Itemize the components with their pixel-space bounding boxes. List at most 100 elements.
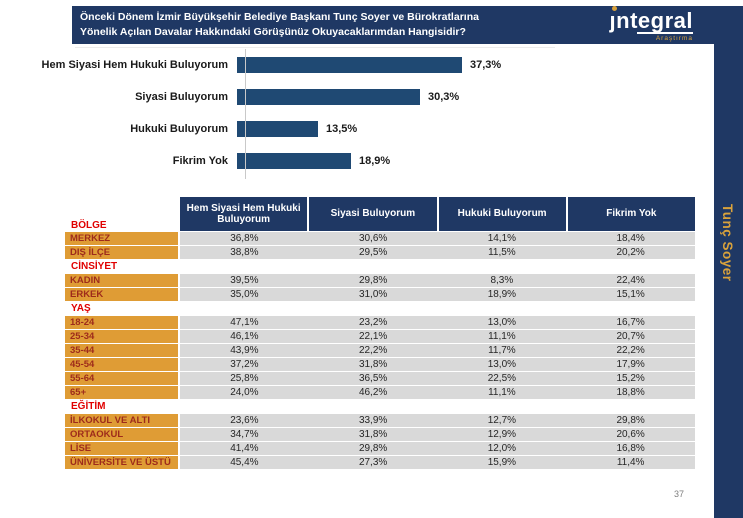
row-values: 45,4% 27,3% 15,9% 11,4% bbox=[180, 456, 695, 469]
row-values: 38,8% 29,5% 11,5% 20,2% bbox=[180, 246, 695, 259]
table-row: ERKEK 35,0% 31,0% 18,9% 15,1% bbox=[65, 288, 695, 301]
chart-row: Hukuki Buluyorum 13,5% bbox=[0, 113, 570, 145]
row-values: 47,1% 23,2% 13,0% 16,7% bbox=[180, 316, 695, 329]
column-header: Hukuki Buluyorum bbox=[438, 197, 566, 231]
cell-value: 29,8% bbox=[358, 275, 388, 286]
cell-value: 16,8% bbox=[616, 443, 645, 454]
table-row: DIŞ İLÇE 38,8% 29,5% 11,5% 20,2% bbox=[65, 246, 695, 259]
table-row: 65+ 24,0% 46,2% 11,1% 18,8% bbox=[65, 386, 695, 399]
cell-value: 12,7% bbox=[487, 415, 517, 426]
cell-value: 11,7% bbox=[488, 345, 516, 356]
row-values: 43,9% 22,2% 11,7% 22,2% bbox=[180, 344, 695, 357]
chart-bar bbox=[237, 89, 420, 105]
cell-value: 27,3% bbox=[358, 457, 388, 468]
cell-value: 31,0% bbox=[358, 289, 388, 300]
table-header-cells: Hem Siyasi Hem Hukuki Buluyorum Siyasi Bu… bbox=[180, 197, 695, 231]
chart-category-label: Hukuki Buluyorum bbox=[130, 123, 228, 135]
table-row: İLKOKUL VE ALTI 23,6% 33,9% 12,7% 29,8% bbox=[65, 414, 695, 427]
row-label: 35-44 bbox=[65, 344, 178, 357]
table-row: 55-64 25,8% 36,5% 22,5% 15,2% bbox=[65, 372, 695, 385]
table-row: ORTAOKUL 34,7% 31,8% 12,9% 20,6% bbox=[65, 428, 695, 441]
row-label: 45-54 bbox=[65, 358, 178, 371]
logo-subtitle: Araştırma bbox=[655, 35, 693, 42]
table-section-row: EĞİTİM bbox=[65, 400, 695, 413]
chart-category-label: Hem Siyasi Hem Hukuki Buluyorum bbox=[41, 59, 228, 71]
row-label: MERKEZ bbox=[65, 232, 178, 245]
table-section-row: CİNSİYET bbox=[65, 260, 695, 273]
row-label: 65+ bbox=[65, 386, 178, 399]
row-values: 25,8% 36,5% 22,5% 15,2% bbox=[180, 372, 695, 385]
cell-value: 29,8% bbox=[616, 415, 645, 426]
demographic-table: BÖLGE Hem Siyasi Hem Hukuki Buluyorum Siya… bbox=[65, 197, 695, 470]
cell-value: 22,4% bbox=[616, 275, 645, 286]
cell-value: 47,1% bbox=[230, 317, 259, 328]
chart-category-label: Siyasi Buluyorum bbox=[135, 91, 228, 103]
section-title: YAŞ bbox=[71, 303, 91, 314]
table-row: KADIN 39,5% 29,8% 8,3% 22,4% bbox=[65, 274, 695, 287]
section-title: EĞİTİM bbox=[71, 401, 106, 412]
cell-value: 13,0% bbox=[487, 359, 517, 370]
table-header-row: BÖLGE Hem Siyasi Hem Hukuki Buluyorum Siya… bbox=[65, 197, 695, 231]
slide-question-line1: Önceki Dönem İzmir Büyükşehir Belediye B… bbox=[80, 11, 479, 23]
row-label: ERKEK bbox=[65, 288, 178, 301]
integral-logo-wordmark: jntegral bbox=[595, 6, 693, 34]
row-values: 39,5% 29,8% 8,3% 22,4% bbox=[180, 274, 695, 287]
row-label: ORTAOKUL bbox=[65, 428, 178, 441]
cell-value: 20,6% bbox=[616, 429, 645, 440]
cell-value: 17,9% bbox=[616, 359, 645, 370]
row-label: 18-24 bbox=[65, 316, 178, 329]
chart-top-divider bbox=[75, 47, 555, 48]
row-values: 41,4% 29,8% 12,0% 16,8% bbox=[180, 442, 695, 455]
table-row: LİSE 41,4% 29,8% 12,0% 16,8% bbox=[65, 442, 695, 455]
cell-value: 22,1% bbox=[358, 331, 388, 342]
table-row: 18-24 47,1% 23,2% 13,0% 16,7% bbox=[65, 316, 695, 329]
cell-value: 24,0% bbox=[230, 387, 259, 398]
cell-value: 11,4% bbox=[616, 457, 645, 468]
cell-value: 22,2% bbox=[358, 345, 388, 356]
chart-value-label: 18,9% bbox=[359, 155, 391, 167]
cell-value: 31,8% bbox=[358, 429, 388, 440]
cell-value: 18,8% bbox=[616, 387, 645, 398]
cell-value: 23,6% bbox=[230, 415, 259, 426]
column-header: Siyasi Buluyorum bbox=[309, 197, 437, 231]
side-strip: Tunç Soyer bbox=[714, 44, 743, 518]
chart-bar bbox=[237, 153, 351, 169]
cell-value: 31,8% bbox=[358, 359, 388, 370]
cell-value: 35,0% bbox=[230, 289, 259, 300]
cell-value: 15,2% bbox=[616, 373, 645, 384]
row-label: 55-64 bbox=[65, 372, 178, 385]
section-title: CİNSİYET bbox=[71, 261, 118, 272]
table-row: 45-54 37,2% 31,8% 13,0% 17,9% bbox=[65, 358, 695, 371]
cell-value: 22,2% bbox=[616, 345, 645, 356]
cell-value: 23,2% bbox=[358, 317, 388, 328]
chart-value-label: 30,3% bbox=[428, 91, 460, 103]
side-strip-label: Tunç Soyer bbox=[720, 204, 735, 282]
cell-value: 46,2% bbox=[358, 387, 388, 398]
cell-value: 18,4% bbox=[616, 233, 645, 244]
chart-value-label: 13,5% bbox=[326, 123, 358, 135]
logo-underline bbox=[637, 32, 693, 34]
row-label: 25-34 bbox=[65, 330, 178, 343]
row-label: DIŞ İLÇE bbox=[65, 246, 178, 259]
row-values: 37,2% 31,8% 13,0% 17,9% bbox=[180, 358, 695, 371]
row-values: 46,1% 22,1% 11,1% 20,7% bbox=[180, 330, 695, 343]
chart-value-label: 37,3% bbox=[470, 59, 502, 71]
cell-value: 12,0% bbox=[487, 443, 517, 454]
slide-question-line2: Yönelik Açılan Davalar Hakkındaki Görüşü… bbox=[80, 26, 466, 38]
cell-value: 45,4% bbox=[230, 457, 259, 468]
cell-value: 46,1% bbox=[230, 331, 259, 342]
cell-value: 29,8% bbox=[358, 443, 388, 454]
chart-row: Siyasi Buluyorum 30,3% bbox=[0, 81, 570, 113]
cell-value: 36,8% bbox=[230, 233, 259, 244]
logo-dotted-i-icon: j bbox=[609, 6, 617, 33]
bar-chart: Hem Siyasi Hem Hukuki Buluyorum 37,3% Siya… bbox=[0, 49, 570, 177]
cell-value: 11,5% bbox=[488, 247, 516, 258]
cell-value: 18,9% bbox=[487, 289, 517, 300]
row-values: 35,0% 31,0% 18,9% 15,1% bbox=[180, 288, 695, 301]
column-header: Hem Siyasi Hem Hukuki Buluyorum bbox=[180, 197, 308, 231]
chart-row: Fikrim Yok 18,9% bbox=[0, 145, 570, 177]
table-corner-cell: BÖLGE bbox=[65, 197, 178, 231]
cell-value: 39,5% bbox=[230, 275, 259, 286]
cell-value: 30,6% bbox=[358, 233, 388, 244]
